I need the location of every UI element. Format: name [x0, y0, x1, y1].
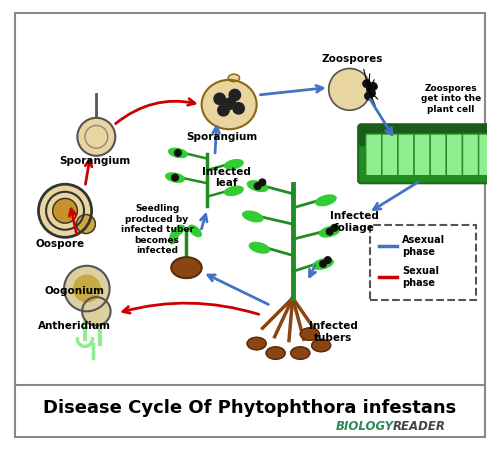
Text: READER: READER	[392, 419, 445, 432]
Circle shape	[229, 90, 240, 101]
Circle shape	[368, 90, 375, 97]
Ellipse shape	[248, 181, 268, 191]
Ellipse shape	[291, 347, 310, 359]
Text: Sporangium: Sporangium	[186, 132, 257, 142]
FancyBboxPatch shape	[370, 225, 476, 300]
Text: Antheridium: Antheridium	[38, 321, 111, 332]
Ellipse shape	[172, 257, 202, 278]
Ellipse shape	[168, 148, 187, 157]
FancyBboxPatch shape	[359, 123, 492, 146]
Circle shape	[214, 93, 226, 104]
Text: Infected
leaf: Infected leaf	[202, 167, 250, 189]
Ellipse shape	[224, 160, 243, 169]
Text: Asexual
phase: Asexual phase	[402, 235, 445, 256]
Circle shape	[64, 266, 110, 311]
Circle shape	[78, 118, 116, 156]
Ellipse shape	[266, 347, 285, 359]
Circle shape	[259, 179, 266, 186]
Ellipse shape	[172, 225, 184, 237]
Text: Infected
tubers: Infected tubers	[309, 321, 358, 343]
Circle shape	[74, 275, 100, 302]
Circle shape	[76, 215, 96, 234]
Text: Oospore: Oospore	[36, 239, 85, 249]
FancyBboxPatch shape	[398, 134, 414, 176]
Circle shape	[174, 149, 181, 156]
FancyBboxPatch shape	[462, 134, 478, 176]
Circle shape	[365, 92, 372, 100]
Circle shape	[172, 174, 178, 181]
Text: Sporangium: Sporangium	[59, 157, 130, 166]
FancyBboxPatch shape	[366, 134, 382, 176]
FancyBboxPatch shape	[382, 134, 398, 176]
Ellipse shape	[228, 74, 239, 82]
Circle shape	[363, 80, 370, 87]
Circle shape	[320, 261, 326, 267]
Ellipse shape	[242, 211, 263, 222]
Text: Seedling
produced by
infected tuber
becomes
infected: Seedling produced by infected tuber beco…	[120, 204, 194, 255]
FancyBboxPatch shape	[430, 134, 446, 176]
Circle shape	[366, 86, 374, 93]
Text: Zoospores
get into the
plant cell: Zoospores get into the plant cell	[421, 84, 481, 114]
FancyBboxPatch shape	[478, 134, 494, 176]
Ellipse shape	[320, 226, 340, 237]
Text: BIOLOGY: BIOLOGY	[336, 419, 394, 432]
Ellipse shape	[224, 186, 243, 195]
Text: Oogonium: Oogonium	[44, 286, 104, 297]
Ellipse shape	[316, 195, 336, 206]
Ellipse shape	[300, 328, 319, 340]
Text: Sexual
phase: Sexual phase	[402, 266, 439, 288]
Circle shape	[328, 68, 370, 110]
Text: Disease Cycle Of Phytophthora infestans: Disease Cycle Of Phytophthora infestans	[44, 399, 457, 417]
Ellipse shape	[188, 225, 202, 237]
Text: Zoospores: Zoospores	[322, 54, 383, 64]
Circle shape	[52, 198, 78, 223]
Circle shape	[254, 183, 261, 189]
FancyBboxPatch shape	[15, 14, 485, 436]
Circle shape	[224, 98, 236, 109]
Ellipse shape	[247, 338, 266, 350]
Circle shape	[233, 103, 244, 114]
Circle shape	[326, 228, 333, 235]
Ellipse shape	[170, 230, 178, 244]
Circle shape	[82, 297, 110, 325]
Circle shape	[370, 83, 377, 90]
Ellipse shape	[250, 243, 270, 253]
Ellipse shape	[313, 259, 333, 269]
Ellipse shape	[202, 80, 256, 129]
Circle shape	[218, 104, 229, 116]
Circle shape	[324, 257, 331, 263]
Circle shape	[38, 184, 92, 237]
Circle shape	[331, 225, 338, 231]
FancyBboxPatch shape	[358, 125, 493, 183]
FancyBboxPatch shape	[414, 134, 430, 176]
FancyBboxPatch shape	[446, 134, 462, 176]
Text: Infected
foliage: Infected foliage	[330, 212, 379, 233]
Ellipse shape	[166, 173, 184, 182]
Ellipse shape	[312, 339, 330, 351]
